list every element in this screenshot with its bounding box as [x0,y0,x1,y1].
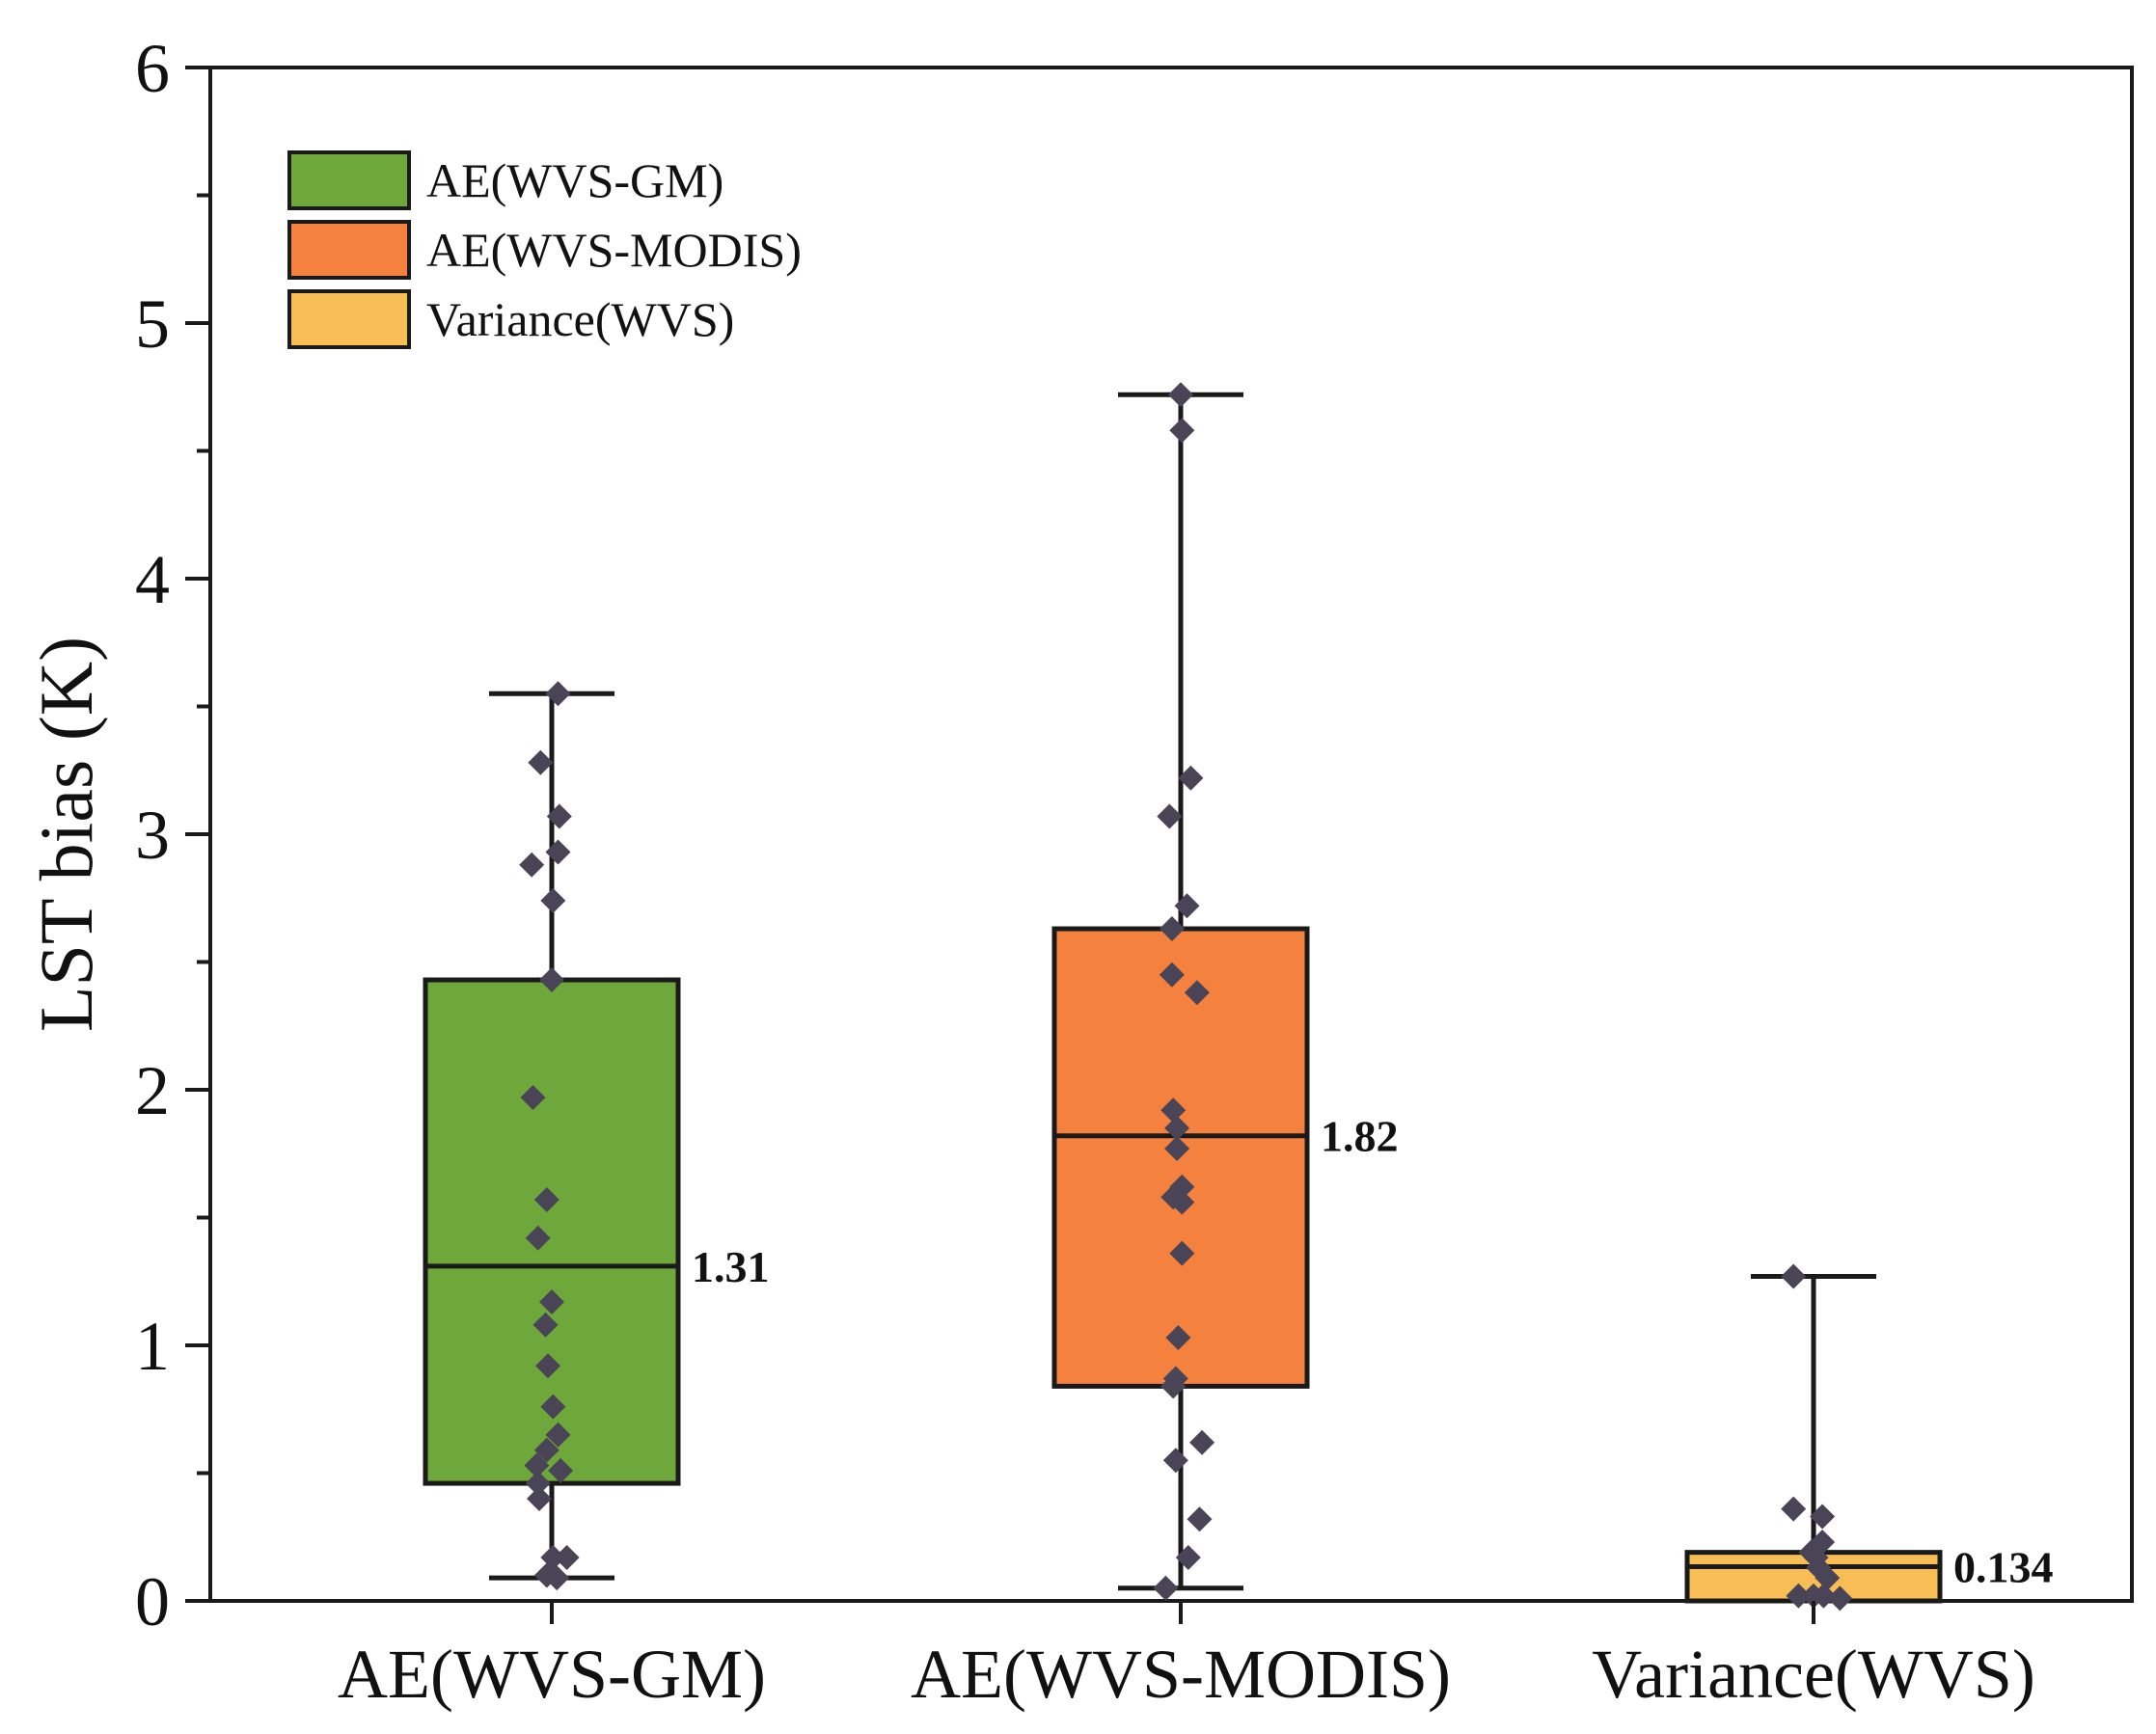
data-point [539,1288,564,1314]
data-point [544,1565,570,1591]
legend-label: AE(WVS-GM) [426,153,723,207]
data-point [545,681,571,707]
median-label: 1.31 [692,1242,770,1291]
data-point [527,1486,552,1511]
box-group: 1.31 [423,681,770,1591]
data-point [545,839,571,865]
y-tick-label: 3 [135,797,170,874]
median-label: 0.134 [1953,1542,2054,1591]
data-point [533,1437,559,1463]
data-point [545,1422,571,1448]
y-tick-label: 2 [135,1052,170,1129]
data-point [528,749,554,775]
box-group: 1.82 [1051,382,1399,1601]
data-point [1160,1373,1187,1399]
y-axis: 0 1 2 3 4 5 6 [135,30,210,1640]
data-point [1178,765,1204,791]
iqr-box [1051,926,1310,1389]
data-point [1175,1544,1201,1570]
data-point [1786,1583,1812,1609]
data-point [524,1452,550,1478]
data-point [1184,980,1210,1006]
x-tick-label: Variance(WVS) [1592,1636,2035,1713]
data-point [1781,1263,1807,1289]
data-point [1159,962,1185,988]
data-point [1159,916,1185,942]
x-axis: AE(WVS-GM) AE(WVS-MODIS) Variance(WVS) [338,1601,2035,1713]
data-point [1811,1583,1837,1609]
data-point [1162,1448,1188,1474]
data-point [540,887,566,913]
legend-swatch [287,289,411,349]
y-axis-title: LST bias (K) [24,637,108,1032]
data-point [525,1471,551,1497]
data-point [1174,893,1200,919]
y-tick-label: 0 [135,1563,170,1640]
data-point [519,852,545,878]
data-point [532,1312,559,1338]
data-point [1168,382,1193,408]
data-point [1189,1429,1215,1455]
data-point [535,1353,561,1379]
y-tick-label: 4 [135,541,170,618]
data-point [1187,1506,1213,1532]
legend-label: AE(WVS-MODIS) [426,223,802,277]
y-tick-label: 1 [135,1308,170,1385]
data-point [1781,1496,1807,1522]
legend-label: Variance(WVS) [426,292,734,346]
x-tick-label: AE(WVS-MODIS) [911,1636,1451,1713]
data-point [1160,1097,1187,1124]
data-point [1169,1240,1195,1266]
data-point [540,1394,566,1420]
data-point [1827,1585,1853,1612]
data-point [533,1186,559,1212]
data-point [1165,1325,1191,1351]
data-point [546,803,572,829]
legend-swatch [287,150,411,210]
data-point [1164,1135,1190,1161]
box-series: 1.31 1.82 0.134 [423,382,2054,1612]
legend-swatch [287,220,411,280]
data-point [1157,803,1183,829]
median-label: 1.82 [1321,1112,1399,1161]
x-tick-label: AE(WVS-GM) [338,1636,766,1713]
data-point [554,1544,580,1570]
data-point [1164,1115,1190,1141]
data-point [1153,1575,1179,1601]
data-point [539,967,564,993]
data-point [548,1457,574,1483]
data-point [525,1225,551,1251]
data-point [1169,1189,1195,1215]
box-group: 0.134 [1684,1263,2054,1612]
legend: AE(WVS-GM) AE(WVS-MODIS) Variance(WVS) [287,150,802,349]
data-point [1815,1565,1841,1591]
data-point [1169,418,1195,444]
data-point [520,1084,546,1110]
data-point [1810,1504,1836,1530]
y-tick-label: 5 [135,285,170,363]
y-tick-label: 6 [135,30,170,107]
